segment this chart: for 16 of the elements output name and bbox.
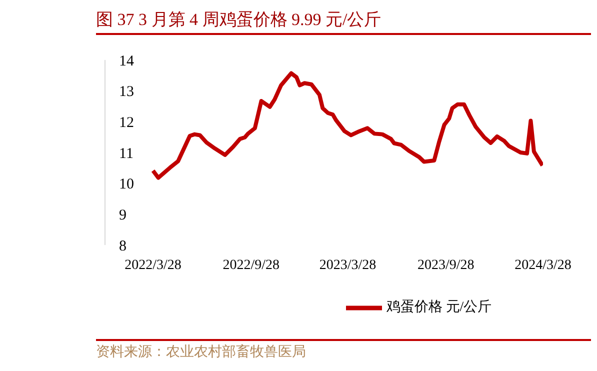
y-tick-label: 13 [119, 84, 134, 100]
y-tick-label: 14 [119, 53, 134, 70]
x-tick-label: 2023/3/28 [319, 258, 376, 273]
x-tick-label: 2022/9/28 [222, 258, 280, 273]
text: 资料来源：农业农村部畜牧兽医局 [96, 343, 306, 361]
line-series [151, 71, 543, 180]
chart-title: 图 37 3 月第 4 周鸡蛋价格 9.99 元/公斤 [96, 9, 382, 31]
y-tick-label: 9 [119, 207, 126, 224]
x-tick-label: 2023/9/28 [418, 258, 474, 273]
y-tick-label: 12 [119, 114, 134, 131]
y-tick-label: 10 [119, 176, 134, 193]
legend-label: 鸡蛋价格 元/公斤 [386, 300, 492, 316]
x-tick-label: 2022/3/28 [124, 258, 182, 273]
y-tick-label: 11 [119, 146, 134, 162]
x-tick-label: 2024/3/28 [514, 258, 572, 273]
y-tick-label: 8 [119, 238, 126, 254]
